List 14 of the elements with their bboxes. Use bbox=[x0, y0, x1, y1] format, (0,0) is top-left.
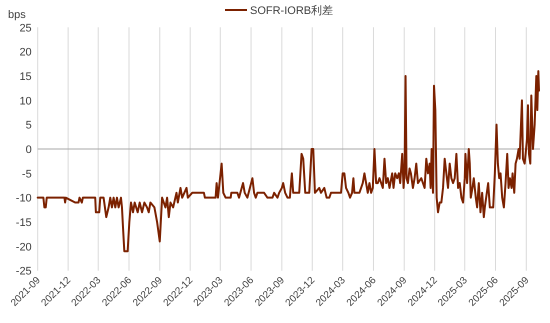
legend-label: SOFR-IORB利差 bbox=[250, 4, 334, 17]
y-tick-label: 25 bbox=[19, 22, 32, 34]
y-axis-title: bps bbox=[8, 9, 26, 21]
y-tick-label: 15 bbox=[19, 70, 32, 83]
y-tick-label: 0 bbox=[26, 144, 32, 156]
y-tick-label: 10 bbox=[19, 95, 32, 108]
y-tick-label: -5 bbox=[22, 168, 32, 180]
y-tick-label: -15 bbox=[16, 217, 32, 230]
y-tick-label: -10 bbox=[16, 192, 32, 205]
line-series bbox=[36, 70, 540, 252]
y-tick-label: 5 bbox=[26, 120, 32, 132]
y-tick-label: 20 bbox=[19, 46, 32, 59]
y-tick-label: -25 bbox=[16, 266, 32, 278]
y-tick-label: -20 bbox=[16, 241, 32, 254]
